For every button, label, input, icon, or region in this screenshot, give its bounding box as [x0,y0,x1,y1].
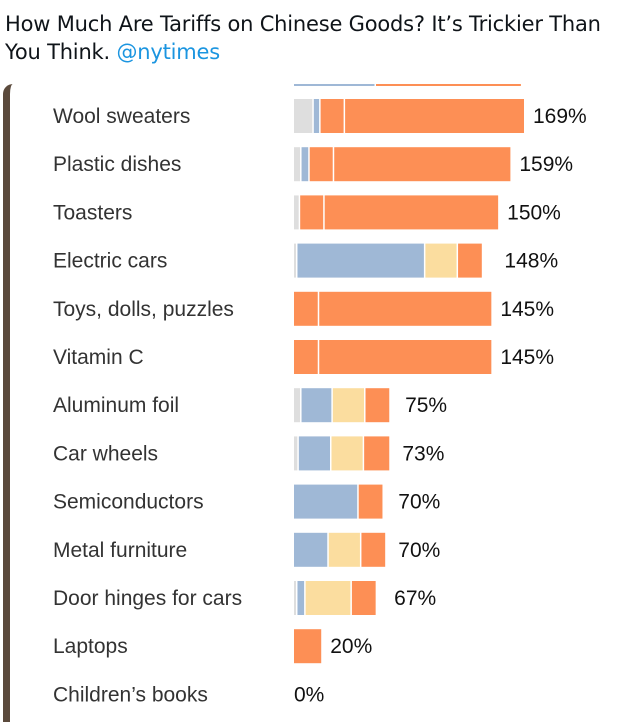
bar-segment [331,436,363,471]
bar-segment [309,147,333,182]
bar-segment [458,243,482,278]
bar-segment [425,243,457,278]
bar-segment [320,99,344,133]
bar-segment [301,147,309,182]
tweet-body: How Much Are Tariffs on Chinese Goods? I… [5,12,601,64]
category-label: Metal furniture [53,539,187,562]
bar-segment [294,388,301,423]
category-label: Plastic dishes [53,153,181,176]
bar-segment [297,243,424,278]
category-label: Laptops [53,635,128,658]
bar-segment [297,581,305,615]
value-label: 150% [507,201,561,224]
category-label: Electric cars [53,250,167,273]
tariff-bar-chart: Wool sweaters 169% Plastic dishes 159% Toast… [53,84,587,706]
bar-segment [328,532,360,567]
bar-segment [351,581,376,615]
bar-segment [332,388,365,423]
bar-segment [294,99,313,133]
bar-segment [294,291,318,326]
bar-segment [300,195,324,230]
value-label: 145% [500,298,554,321]
value-label: 70% [398,539,440,562]
bar-segment [294,484,358,519]
category-label: Wool sweaters [53,105,190,128]
category-label: Vitamin C [53,346,144,369]
value-label: 75% [405,394,447,417]
bar-segment [345,99,524,133]
bar-segment [294,629,322,664]
bar-segment [294,243,296,278]
bar-segment [298,436,330,471]
value-label: 20% [330,635,372,658]
category-label: Aluminum foil [53,394,179,417]
category-label: Toasters [53,201,132,224]
value-label: 70% [398,491,440,514]
bar-segment [334,147,511,182]
bar-segment [301,388,332,423]
category-label: Toys, dolls, puzzles [53,298,234,321]
bar-segment [324,195,499,230]
value-label: 169% [533,105,587,128]
tweet-text: How Much Are Tariffs on Chinese Goods? I… [5,10,641,66]
category-label: Door hinges for cars [53,587,242,610]
bar-segment [319,340,492,374]
bar-segment [294,581,296,615]
bar-segment-cutoff [294,84,375,86]
bar-segment [358,484,383,519]
value-label: 67% [394,587,436,610]
bar-segment [364,436,390,471]
value-label: 159% [519,153,573,176]
value-label: 148% [504,250,558,273]
bar-segment [313,99,320,133]
value-label: 145% [500,346,554,369]
bar-segment [319,291,492,326]
bar-segment [361,532,386,567]
bar-segment [365,388,390,423]
bar-segment [294,340,318,374]
bar-segment [294,195,299,230]
bar-segment-cutoff [376,84,521,86]
category-label: Semiconductors [53,491,204,514]
chart-card: Wool sweaters 169% Plastic dishes 159% Toast… [3,84,642,722]
bar-segment [305,581,351,615]
category-label: Car wheels [53,442,158,465]
bar-segment [294,532,328,567]
tweet-handle-link[interactable]: @nytimes [116,40,221,64]
bar-segment [294,436,298,471]
value-label: 73% [402,442,444,465]
value-label: 0% [294,683,324,706]
bar-segment [294,147,301,182]
category-label: Children’s books [53,683,208,706]
